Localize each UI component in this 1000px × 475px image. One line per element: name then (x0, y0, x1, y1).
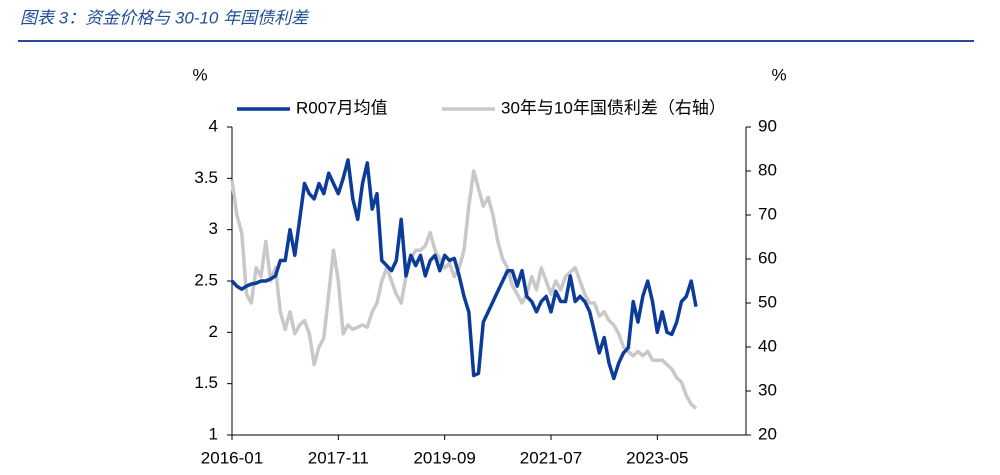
y-tick-label: 1.5 (194, 373, 218, 392)
y-unit: % (192, 65, 207, 84)
legend-label: 30年与10年国债利差（右轴） (501, 98, 726, 117)
x-tick-label: 2023-05 (626, 448, 688, 467)
y2-tick-label: 20 (758, 424, 777, 443)
x-tick-label: 2017-11 (308, 448, 369, 467)
y2-tick-label: 50 (758, 292, 777, 311)
y-tick-label: 2 (209, 322, 218, 341)
x-tick-label: 2021-07 (520, 448, 582, 467)
y2-tick-label: 90 (758, 116, 777, 135)
legend-label: R007月均值 (296, 98, 388, 117)
y2-tick-label: 80 (758, 160, 777, 179)
y2-tick-label: 30 (758, 380, 777, 399)
y2-tick-label: 70 (758, 204, 777, 223)
y-tick-label: 2.5 (194, 270, 218, 289)
series-line (230, 158, 698, 381)
y-tick-label: 4 (209, 116, 218, 135)
y-tick-label: 3 (209, 219, 218, 238)
y2-unit: % (771, 65, 786, 84)
y2-tick-label: 60 (758, 248, 777, 267)
series-line (230, 169, 698, 410)
y2-tick-label: 40 (758, 336, 777, 355)
y-tick-label: 3.5 (194, 168, 218, 187)
y-tick-label: 1 (209, 424, 218, 443)
x-tick-label: 2016-01 (201, 448, 263, 467)
chart-title: 图表 3：资金价格与 30-10 年国债利差 (20, 8, 310, 27)
x-tick-label: 2019-09 (413, 448, 475, 467)
